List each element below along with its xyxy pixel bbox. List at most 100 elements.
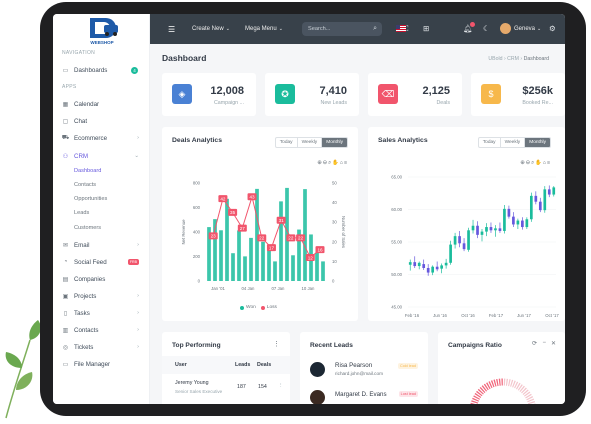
- moon-icon[interactable]: ☾: [483, 24, 490, 33]
- candle-body: [534, 195, 538, 202]
- sidebar-item-dashboards[interactable]: ▭ Dashboards 4: [62, 64, 148, 76]
- hamburger-menu-icon[interactable]: ☰: [168, 24, 176, 34]
- sidebar-subitem-dashboard[interactable]: Dashboard: [74, 168, 102, 174]
- y2-tick-label: 30: [332, 220, 337, 225]
- sidebar-item-contacts[interactable]: ▥ Contacts ›: [62, 324, 148, 336]
- sidebar-subitem-opportunities[interactable]: Opportunities: [74, 196, 108, 202]
- search-icon[interactable]: ⌕: [531, 160, 536, 166]
- close-icon[interactable]: ✕: [550, 341, 556, 347]
- x-tick-label: Jun '16: [433, 313, 447, 318]
- menu-icon[interactable]: ≡: [343, 160, 348, 166]
- search-input[interactable]: Search... ⌕: [302, 22, 382, 36]
- today-button[interactable]: Today: [482, 140, 496, 145]
- zoom-in-icon[interactable]: ⊕: [317, 160, 323, 166]
- y2-tick-label: 40: [332, 200, 337, 205]
- lead-name: Risa Pearson: [335, 362, 373, 369]
- column-header: User: [175, 362, 187, 368]
- calendar-icon: ▦: [62, 101, 69, 108]
- sidebar-subitem-customers[interactable]: Customers: [74, 225, 102, 231]
- brand-logo[interactable]: WEBSHOP: [82, 16, 122, 46]
- chevron-down-icon: ⌄: [225, 26, 230, 32]
- monthly-button[interactable]: Monthly: [321, 138, 347, 147]
- lead-email: richard.john@mail.com: [335, 371, 384, 376]
- pan-icon[interactable]: ✋: [535, 160, 543, 166]
- award-icon: ✪: [275, 84, 295, 104]
- bar-won: [231, 253, 235, 281]
- sidebar-item-tasks[interactable]: ▯ Tasks ›: [62, 307, 148, 319]
- candle-body: [538, 201, 542, 211]
- legend-loss[interactable]: Loss: [266, 305, 277, 310]
- weekly-button[interactable]: Weekly: [499, 138, 525, 147]
- search-icon[interactable]: ⌕: [328, 160, 333, 166]
- widget-value: 12,008: [210, 85, 244, 97]
- loss-point: [315, 246, 325, 254]
- bar-won: [273, 261, 277, 281]
- row-more-icon[interactable]: ⋮: [278, 383, 284, 389]
- avatar[interactable]: [500, 23, 511, 34]
- refresh-icon[interactable]: ⟳: [531, 341, 537, 347]
- sidebar-item-companies[interactable]: ▤ Companies: [62, 273, 148, 285]
- candle-body: [543, 189, 547, 211]
- weekly-button[interactable]: Weekly: [296, 138, 322, 147]
- menu-icon[interactable]: ≡: [546, 160, 551, 166]
- data-label: 27: [240, 226, 246, 231]
- gear-icon[interactable]: ⚙: [549, 24, 556, 33]
- legend-won[interactable]: Won: [246, 305, 256, 310]
- sidebar-item-crm[interactable]: ⚇ CRM ⌄: [62, 150, 148, 162]
- breadcrumb: UBold › CRM › Dashboard: [488, 56, 549, 62]
- home-icon[interactable]: ⌂: [542, 160, 547, 166]
- sidebar-item-label: Social Feed: [74, 258, 107, 266]
- avatar: [310, 362, 325, 377]
- lead-status-badge: Cold lead: [397, 363, 418, 369]
- monthly-button[interactable]: Monthly: [524, 138, 550, 147]
- pan-icon[interactable]: ✋: [332, 160, 340, 166]
- bell-icon[interactable]: 🔔︎: [463, 24, 473, 33]
- period-button-group: Today Weekly Monthly: [477, 137, 551, 148]
- zoom-in-icon[interactable]: ⊕: [520, 160, 526, 166]
- card-title: Campaigns Ratio: [448, 342, 502, 349]
- sales-chart: 45.00 50.00 55.00 60.00 65.00 Feb '16 Jun '16 O…: [391, 175, 559, 319]
- zoom-out-icon[interactable]: ⊖: [322, 160, 329, 166]
- candle-body: [417, 262, 421, 267]
- y-tick-label: 50.00: [391, 272, 402, 277]
- candle-body: [444, 262, 448, 266]
- minus-icon[interactable]: −: [542, 340, 546, 346]
- sidebar-item-tickets[interactable]: ◎ Tickets ›: [62, 341, 148, 353]
- candle-body: [547, 189, 551, 195]
- sidebar-item-projects[interactable]: ▣ Projects ›: [62, 290, 148, 302]
- chart-legend: Won Loss: [240, 305, 277, 310]
- apps-grid-icon[interactable]: ⊞: [423, 24, 430, 33]
- search-placeholder: Search...: [308, 26, 331, 32]
- home-icon[interactable]: ⌂: [339, 160, 344, 166]
- x-tick-label: Feb '16: [405, 313, 420, 318]
- candle-body: [453, 236, 457, 245]
- sidebar-item-social-feed[interactable]: ◔ Social Feed FRB: [62, 256, 148, 268]
- sidebar-item-email[interactable]: ✉ Email ›: [62, 239, 148, 251]
- mega-menu-dropdown[interactable]: Mega Menu ⌄: [245, 26, 283, 32]
- app-screen: WEBSHOP NAVIGATION ▭ Dashboards 4 APPS ▦…: [53, 14, 565, 404]
- loss-point: [305, 253, 315, 261]
- bar-won: [225, 198, 229, 281]
- zoom-out-icon[interactable]: ⊖: [525, 160, 532, 166]
- us-flag-icon[interactable]: [396, 25, 406, 32]
- today-button[interactable]: Today: [279, 140, 293, 145]
- sidebar-subitem-leads[interactable]: Leads: [74, 210, 90, 216]
- sidebar-item-calendar[interactable]: ▦ Calendar: [62, 98, 148, 110]
- breadcrumb-item[interactable]: UBold: [488, 56, 503, 62]
- create-new-dropdown[interactable]: Create New ⌄: [192, 26, 230, 32]
- briefcase-icon: ▣: [62, 293, 69, 300]
- breadcrumb-item[interactable]: CRM: [507, 56, 519, 62]
- sidebar-item-label: Tickets: [74, 343, 94, 351]
- sidebar-item-ecommerce[interactable]: ⛟ Ecommerce ›: [62, 132, 148, 144]
- sidebar-subitem-contacts[interactable]: Contacts: [74, 182, 97, 188]
- sidebar-item-chat[interactable]: ▢ Chat: [62, 115, 148, 127]
- y-tick-label: 400: [193, 230, 201, 235]
- user-menu[interactable]: Geneva ⌄: [514, 26, 541, 32]
- bar-won: [267, 249, 271, 281]
- data-label: 31: [279, 218, 285, 223]
- y-tick-label: 800: [193, 181, 201, 186]
- y-tick-label: 200: [193, 254, 201, 259]
- x-tick-label: Feb '17: [489, 313, 504, 318]
- sidebar-item-file-manager[interactable]: ▭ File Manager: [62, 358, 148, 370]
- more-vertical-icon[interactable]: ⋮: [273, 341, 280, 348]
